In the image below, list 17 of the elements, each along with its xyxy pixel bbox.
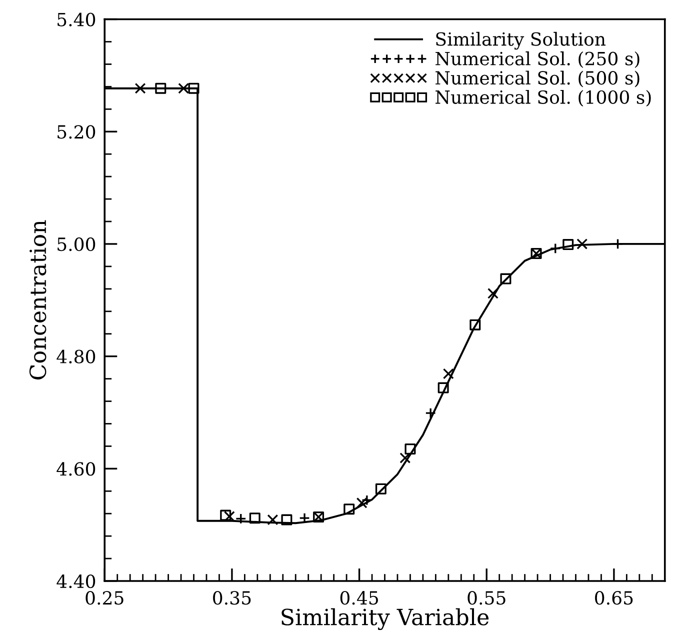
y-tick-label: 5.40: [58, 12, 96, 26]
x-tick-label: 0.45: [340, 591, 378, 605]
legend-label: Numerical Sol. (1000 s): [436, 90, 651, 107]
x-axis-title: Similarity Variable: [282, 608, 489, 630]
y-axis-title: Concentration: [29, 220, 46, 380]
x-tick-label: 0.25: [86, 591, 124, 605]
x-tick-label: 0.35: [213, 591, 251, 605]
x-tick-label: 0.65: [595, 591, 633, 605]
y-tick-label: 4.60: [56, 462, 96, 476]
y-tick-label: 5.20: [58, 125, 96, 139]
legend-label: Numerical Sol. (500 s): [436, 70, 640, 88]
y-tick-label: 4.40: [56, 574, 96, 588]
x-tick-label: 0.55: [468, 591, 506, 605]
y-tick-label: 4.80: [56, 350, 96, 364]
legend-label: Similarity Solution: [436, 32, 606, 50]
y-tick-label: 5.00: [58, 237, 96, 252]
legend-label: Numerical Sol. (250 s): [436, 51, 640, 68]
